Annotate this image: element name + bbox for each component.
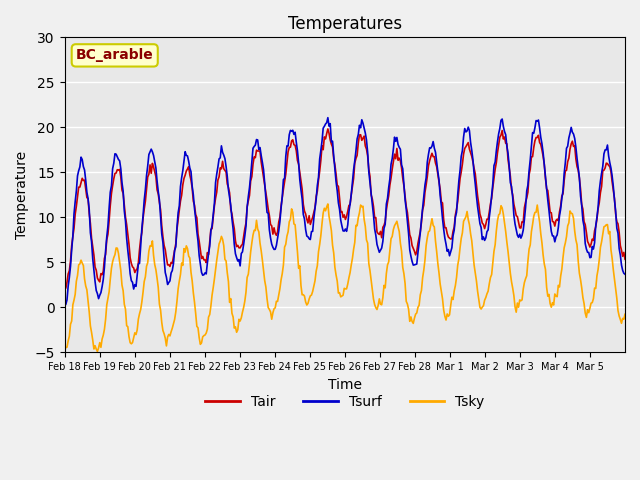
Tsurf bbox=[376, 250, 383, 255]
Tair bbox=[61, 285, 68, 291]
Tsurf bbox=[474, 204, 481, 210]
Tair bbox=[236, 245, 244, 251]
Title: Temperatures: Temperatures bbox=[288, 15, 402, 33]
Tair bbox=[404, 210, 412, 216]
Tsurf bbox=[621, 271, 629, 277]
Tsky bbox=[621, 312, 629, 317]
Tsurf bbox=[61, 302, 68, 308]
Tsky bbox=[404, 301, 412, 307]
Tair bbox=[377, 228, 385, 234]
Tsurf bbox=[403, 206, 410, 212]
Tsurf bbox=[324, 115, 332, 120]
Tair bbox=[62, 285, 70, 291]
Tsurf bbox=[235, 257, 243, 263]
Legend: Tair, Tsurf, Tsky: Tair, Tsurf, Tsky bbox=[200, 389, 490, 415]
Tsky bbox=[324, 201, 332, 207]
X-axis label: Time: Time bbox=[328, 377, 362, 392]
Tair bbox=[475, 201, 483, 207]
Tsky bbox=[298, 292, 306, 298]
Y-axis label: Temperature: Temperature bbox=[15, 151, 29, 239]
Line: Tair: Tair bbox=[65, 129, 625, 288]
Tsky bbox=[572, 237, 580, 243]
Tair bbox=[298, 186, 306, 192]
Tair bbox=[324, 126, 332, 132]
Tsky bbox=[61, 348, 68, 353]
Text: BC_arable: BC_arable bbox=[76, 48, 154, 62]
Tair bbox=[572, 156, 580, 162]
Tair bbox=[621, 256, 629, 262]
Line: Tsky: Tsky bbox=[65, 204, 625, 351]
Tsurf bbox=[571, 135, 579, 141]
Tsky bbox=[475, 296, 483, 302]
Tsurf bbox=[297, 187, 305, 193]
Tsky bbox=[236, 318, 244, 324]
Tsky bbox=[377, 301, 385, 307]
Line: Tsurf: Tsurf bbox=[65, 118, 625, 305]
Tsky bbox=[93, 348, 101, 354]
